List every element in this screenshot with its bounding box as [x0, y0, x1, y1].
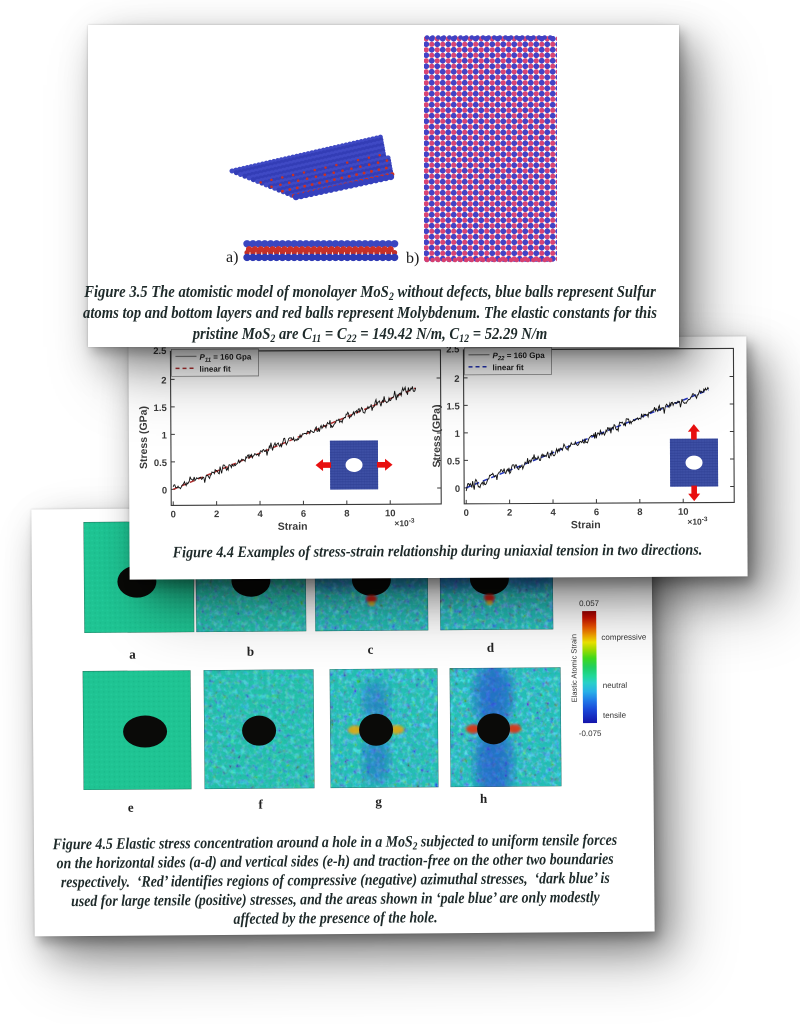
- svg-text:0.5: 0.5: [447, 456, 461, 467]
- svg-text:c: c: [367, 642, 373, 657]
- svg-text:4: 4: [257, 509, 263, 520]
- svg-text:a: a: [129, 647, 136, 662]
- svg-text:Stress (GPa): Stress (GPa): [138, 406, 150, 469]
- svg-text:4: 4: [550, 507, 556, 518]
- svg-text:×10-3: ×10-3: [394, 518, 415, 529]
- svg-text:10: 10: [678, 507, 689, 518]
- svg-text:a): a): [226, 249, 238, 266]
- svg-text:2: 2: [214, 509, 219, 520]
- svg-text:1: 1: [455, 429, 461, 440]
- svg-text:-0.075: -0.075: [579, 729, 602, 738]
- svg-text:10: 10: [385, 508, 396, 519]
- svg-text:neutral: neutral: [603, 681, 628, 690]
- svg-text:b): b): [406, 250, 419, 267]
- svg-text:2: 2: [454, 374, 459, 385]
- svg-text:Strain: Strain: [278, 521, 308, 533]
- svg-text:×10-3: ×10-3: [687, 516, 708, 527]
- svg-text:b: b: [247, 644, 254, 659]
- svg-text:compressive: compressive: [601, 633, 647, 642]
- svg-text:d: d: [487, 640, 495, 655]
- svg-text:8: 8: [344, 508, 349, 519]
- svg-text:linear fit: linear fit: [200, 365, 231, 374]
- svg-text:2: 2: [507, 508, 512, 519]
- svg-text:2.5: 2.5: [446, 344, 460, 355]
- svg-text:0: 0: [464, 508, 469, 519]
- svg-text:tensile: tensile: [603, 711, 627, 720]
- svg-text:g: g: [375, 794, 382, 809]
- svg-text:1: 1: [162, 430, 168, 441]
- svg-text:Elastic Atomic Strain: Elastic Atomic Strain: [569, 634, 579, 702]
- svg-text:f: f: [258, 797, 263, 812]
- svg-text:6: 6: [594, 507, 599, 518]
- svg-text:0.5: 0.5: [154, 458, 168, 469]
- svg-text:1.5: 1.5: [446, 401, 460, 412]
- svg-text:0.057: 0.057: [579, 599, 600, 608]
- svg-text:6: 6: [301, 509, 306, 520]
- svg-text:Stress (GPa): Stress (GPa): [431, 404, 443, 467]
- svg-text:linear fit: linear fit: [493, 363, 524, 372]
- svg-text:h: h: [480, 791, 488, 806]
- svg-text:P11 = 160 Gpa: P11 = 160 Gpa: [199, 352, 251, 363]
- svg-text:e: e: [128, 800, 134, 815]
- svg-text:2.5: 2.5: [153, 346, 167, 357]
- svg-text:1.5: 1.5: [153, 403, 167, 414]
- svg-text:P22 = 160 Gpa: P22 = 160 Gpa: [492, 351, 545, 362]
- svg-text:8: 8: [637, 507, 642, 518]
- svg-text:Strain: Strain: [571, 519, 601, 531]
- svg-text:0: 0: [455, 484, 460, 495]
- svg-text:2: 2: [161, 375, 166, 386]
- svg-text:0: 0: [171, 509, 176, 520]
- svg-text:0: 0: [162, 485, 167, 496]
